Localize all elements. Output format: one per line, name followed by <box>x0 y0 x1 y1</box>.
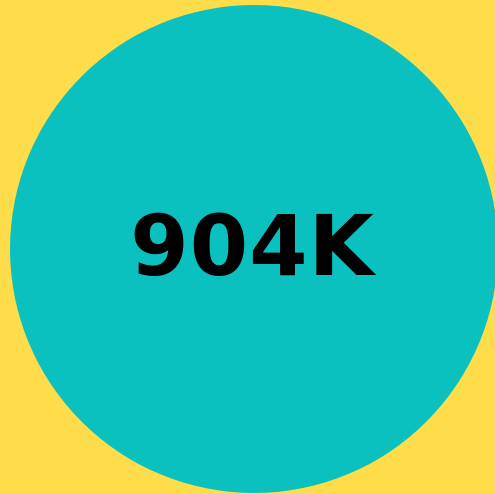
stat-value-text: 904K <box>130 197 375 295</box>
teal-circle <box>10 5 495 493</box>
